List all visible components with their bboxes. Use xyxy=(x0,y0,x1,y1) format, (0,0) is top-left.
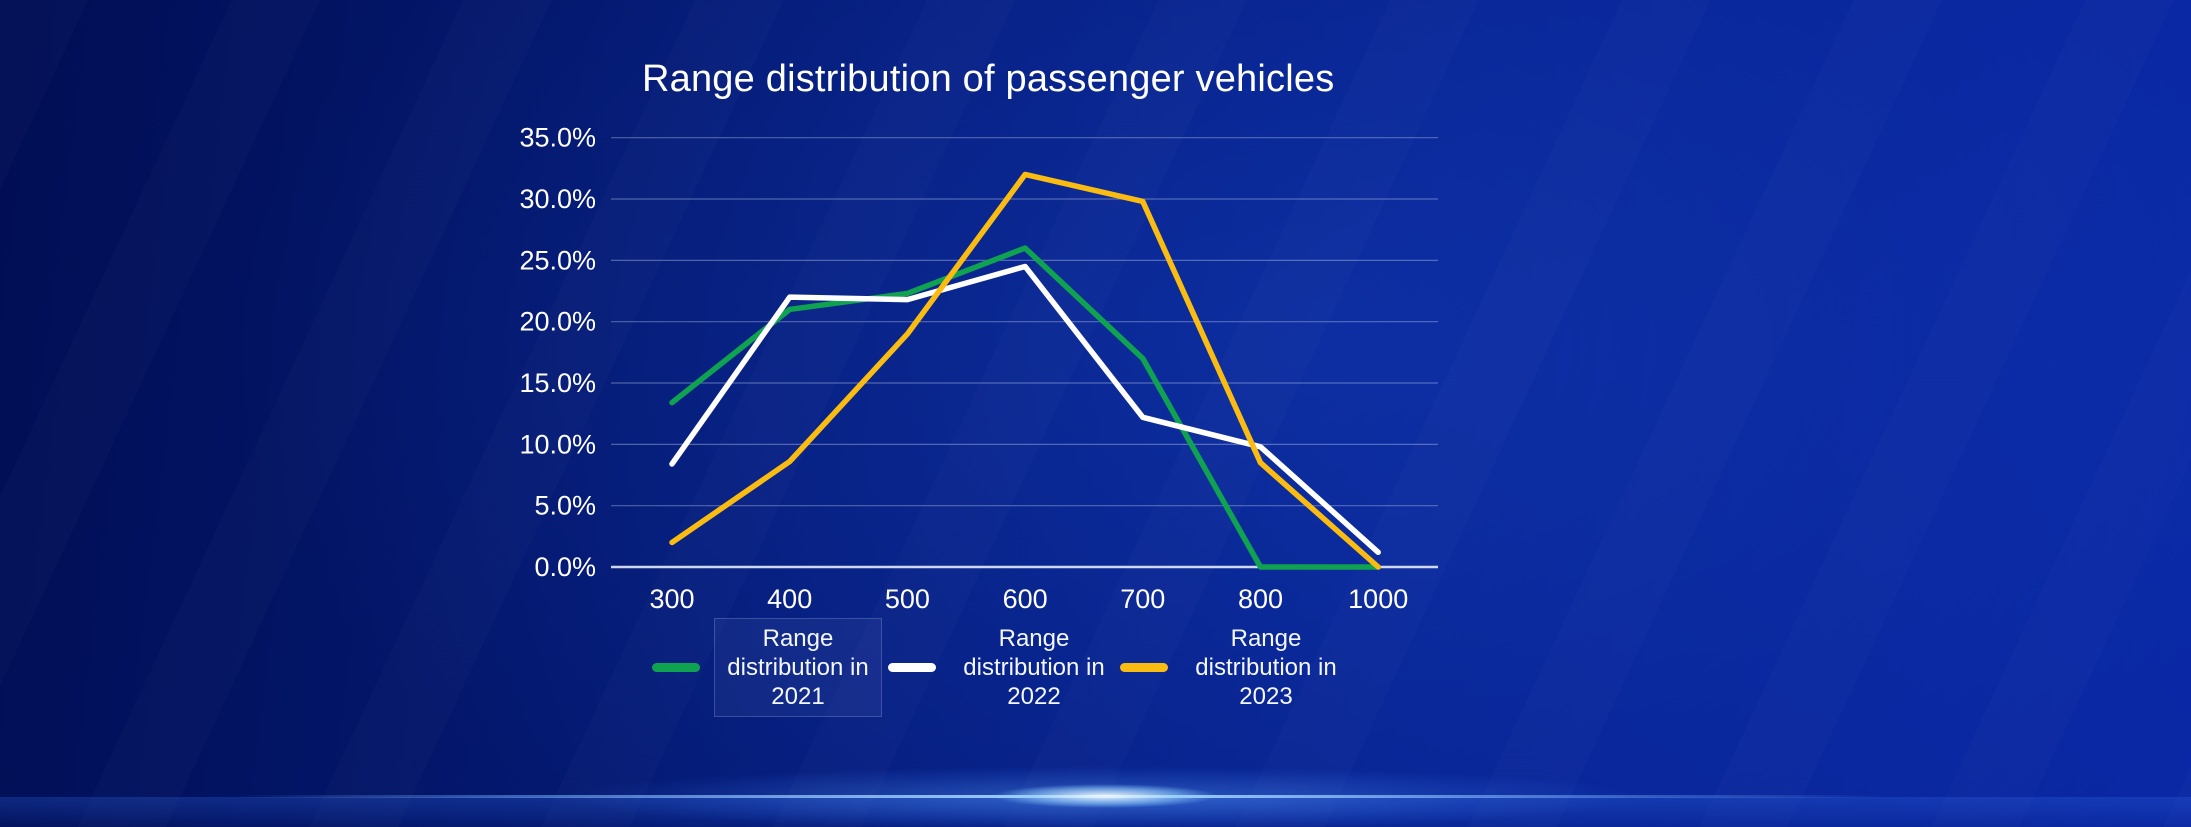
legend-item-2023[interactable]: Range distribution in 2023 xyxy=(1120,618,1350,717)
series-line-2021 xyxy=(669,245,1381,570)
legend-swatch-2023 xyxy=(1120,663,1168,672)
legend-item-2022[interactable]: Range distribution in 2022 xyxy=(888,618,1118,717)
legend-swatch-2022 xyxy=(888,663,936,672)
series-line-2022 xyxy=(669,263,1381,556)
x-tick-label: 800 xyxy=(1238,584,1283,614)
y-tick-label: 15.0% xyxy=(519,368,596,398)
chart-title: Range distribution of passenger vehicles xyxy=(642,58,1335,100)
legend-label-2021: Range distribution in 2021 xyxy=(714,618,882,717)
x-tick-label: 600 xyxy=(1003,584,1048,614)
x-tick-label: 300 xyxy=(649,584,694,614)
y-tick-label: 30.0% xyxy=(519,184,596,214)
x-tick-label: 400 xyxy=(767,584,812,614)
x-tick-label: 1000 xyxy=(1348,584,1408,614)
y-tick-label: 20.0% xyxy=(519,307,596,337)
y-tick-label: 35.0% xyxy=(519,123,596,153)
lens-flare-core xyxy=(955,780,1255,812)
y-tick-label: 25.0% xyxy=(519,245,596,275)
legend-swatch-2021 xyxy=(652,663,700,672)
legend-label-2022: Range distribution in 2022 xyxy=(963,625,1105,710)
y-tick-label: 0.0% xyxy=(534,552,596,582)
y-tick-label: 10.0% xyxy=(519,429,596,459)
legend-label-2023: Range distribution in 2023 xyxy=(1195,625,1337,710)
series-line-2023 xyxy=(669,171,1381,570)
y-tick-label: 5.0% xyxy=(534,491,596,521)
x-tick-label: 500 xyxy=(885,584,930,614)
x-tick-label: 700 xyxy=(1120,584,1165,614)
legend-item-2021[interactable]: Range distribution in 2021 xyxy=(652,618,882,717)
